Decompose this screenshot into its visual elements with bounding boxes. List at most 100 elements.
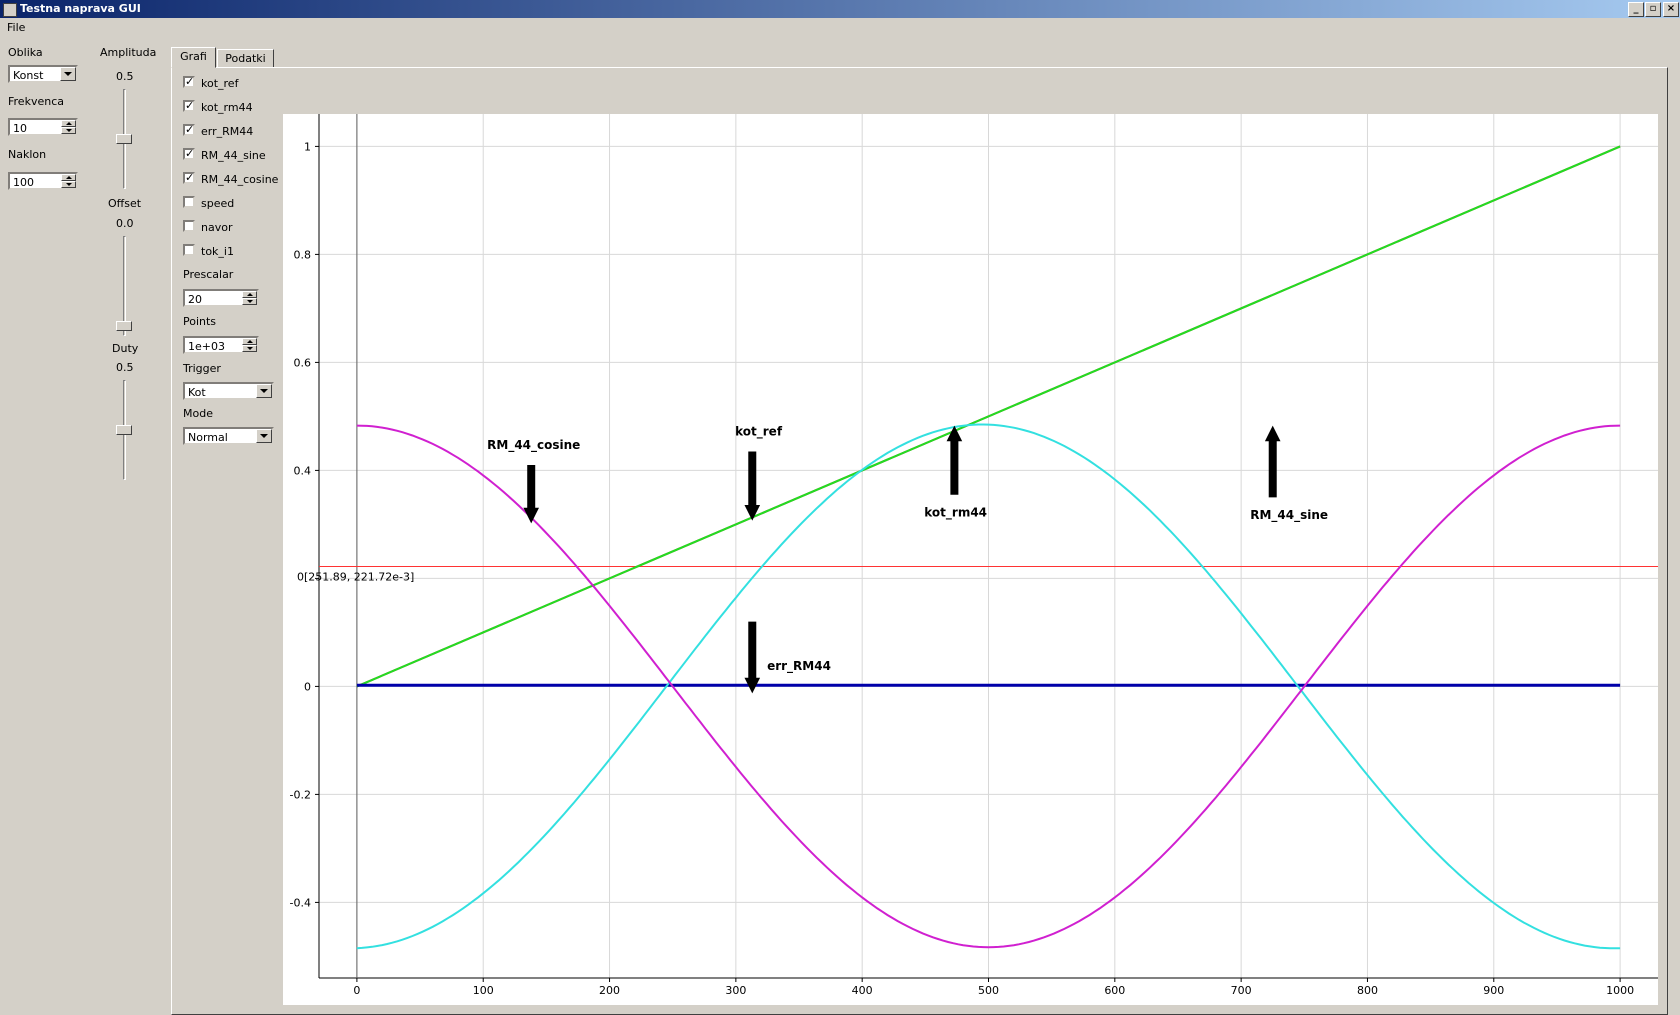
spin-down-icon[interactable]: [242, 345, 257, 352]
x-tick-label: 700: [1231, 984, 1252, 997]
checkbox-label: navor: [201, 221, 233, 234]
annotation-arrow-head: [744, 677, 761, 694]
duty-value: 0.5: [116, 361, 134, 374]
x-tick-label: 800: [1357, 984, 1378, 997]
amplituda-slider[interactable]: [115, 89, 135, 189]
y-tick-label: 0.4: [294, 464, 312, 477]
spin-up-icon[interactable]: [61, 174, 76, 181]
checkbox-label: err_RM44: [201, 125, 254, 138]
annotation-label: kot_rm44: [924, 505, 987, 520]
y-tick-label: 0: [304, 680, 311, 693]
spin-down-icon[interactable]: [61, 181, 76, 188]
y-tick-label: 0.6: [294, 356, 312, 369]
frekvenca-spinbox[interactable]: 10: [8, 118, 78, 136]
mode-value: Normal: [188, 431, 228, 444]
x-tick-label: 0: [353, 984, 360, 997]
slider-handle[interactable]: [116, 134, 132, 144]
offset-value: 0.0: [116, 217, 134, 230]
x-tick-label: 1000: [1606, 984, 1634, 997]
x-tick-label: 300: [725, 984, 746, 997]
chevron-down-icon[interactable]: [60, 67, 76, 81]
spin-up-icon[interactable]: [61, 120, 76, 127]
trigger-value: Kot: [188, 386, 206, 399]
offset-slider[interactable]: [115, 236, 135, 336]
annotation-arrow-head: [1264, 425, 1281, 442]
x-tick-label: 200: [599, 984, 620, 997]
checkbox-kot-rm44[interactable]: ✓: [183, 99, 195, 112]
checkbox-speed[interactable]: [183, 196, 195, 208]
series-rm-44-cosine: [356, 424, 1621, 949]
line-chart[interactable]: 0 100 200 300 400 500 600 700 800 900 1000 -0.4 -0.2…: [283, 114, 1658, 1005]
frekvenca-value: 10: [13, 122, 27, 135]
checkbox-label: kot_rm44: [201, 101, 253, 114]
slider-handle[interactable]: [116, 425, 132, 435]
checkbox-label: tok_i1: [201, 245, 234, 258]
spin-down-icon[interactable]: [61, 127, 76, 134]
amplituda-label: Amplituda: [100, 46, 157, 59]
trigger-select[interactable]: Kot: [183, 382, 274, 400]
oblika-label: Oblika: [8, 46, 43, 59]
cursor-readout: 0[251.89, 221.72e-3]: [297, 571, 414, 584]
checkbox-navor[interactable]: [183, 220, 195, 232]
mode-label: Mode: [183, 407, 213, 420]
y-tick-label: -0.4: [290, 896, 311, 909]
slider-track: [123, 236, 126, 336]
points-spinbox[interactable]: 1e+03: [183, 336, 259, 354]
checkbox-rm44-sine[interactable]: ✓: [183, 147, 195, 160]
prescalar-value: 20: [188, 293, 202, 306]
annotation-label: kot_ref: [735, 424, 783, 439]
spin-up-icon[interactable]: [242, 338, 257, 345]
x-tick-label: 500: [978, 984, 999, 997]
x-tick-label: 400: [852, 984, 873, 997]
spin-up-icon[interactable]: [242, 291, 257, 298]
checkbox-label: RM_44_cosine: [201, 173, 279, 186]
annotation-label: err_RM44: [767, 659, 831, 674]
x-tick-label: 900: [1483, 984, 1504, 997]
tab-grafi[interactable]: Grafi: [171, 47, 216, 68]
frekvenca-label: Frekvenca: [8, 95, 64, 108]
maximize-button[interactable]: ▫: [1645, 2, 1661, 17]
naklon-spinbox[interactable]: 100: [8, 172, 78, 190]
prescalar-label: Prescalar: [183, 268, 234, 281]
checkbox-rm44-cosine[interactable]: ✓: [183, 171, 195, 184]
duty-label: Duty: [112, 342, 139, 355]
annotation-label: RM_44_sine: [1250, 508, 1328, 523]
y-tick-label: 1: [304, 140, 311, 153]
naklon-label: Naklon: [8, 148, 47, 161]
duty-slider[interactable]: [115, 380, 135, 480]
checkbox-tok-i1[interactable]: [183, 244, 195, 256]
y-tick-label: 0.8: [294, 248, 312, 261]
minimize-button[interactable]: _: [1628, 2, 1644, 17]
naklon-value: 100: [13, 176, 34, 189]
checkbox-label: kot_ref: [201, 77, 239, 90]
menu-file[interactable]: File: [7, 21, 26, 34]
oblika-value: Konst: [13, 69, 44, 82]
mode-select[interactable]: Normal: [183, 427, 274, 445]
points-label: Points: [183, 315, 217, 328]
series-rm-44-sine: [356, 423, 1621, 950]
x-tick-label: 600: [1104, 984, 1125, 997]
prescalar-spinbox[interactable]: 20: [183, 289, 259, 307]
y-tick-label: -0.2: [290, 788, 311, 801]
slider-handle[interactable]: [116, 321, 132, 331]
checkbox-label: speed: [201, 197, 235, 210]
annotation-arrow-head: [744, 505, 761, 521]
app-icon: [3, 3, 17, 17]
main-frame: Oblika Konst Frekvenca 10 Naklon 100 Amp…: [0, 37, 1680, 1015]
spin-down-icon[interactable]: [242, 298, 257, 305]
annotation-arrow-head: [946, 425, 963, 442]
amplituda-value: 0.5: [116, 70, 134, 83]
checkbox-kot-ref[interactable]: ✓: [183, 75, 195, 88]
plot-area[interactable]: 0 100 200 300 400 500 600 700 800 900 1000 -0.4 -0.2…: [283, 114, 1658, 1005]
window-title: Testna naprava GUI: [20, 2, 141, 15]
checkbox-err-rm44[interactable]: ✓: [183, 123, 195, 136]
close-button[interactable]: ×: [1663, 2, 1679, 17]
offset-label: Offset: [108, 197, 142, 210]
oblika-select[interactable]: Konst: [8, 65, 78, 83]
tab-podatki[interactable]: Podatki: [217, 49, 274, 69]
series-kot-rm44: [356, 145, 1621, 688]
points-value: 1e+03: [188, 340, 225, 353]
chevron-down-icon[interactable]: [256, 429, 272, 443]
chevron-down-icon[interactable]: [256, 384, 272, 398]
checkbox-label: RM_44_sine: [201, 149, 266, 162]
